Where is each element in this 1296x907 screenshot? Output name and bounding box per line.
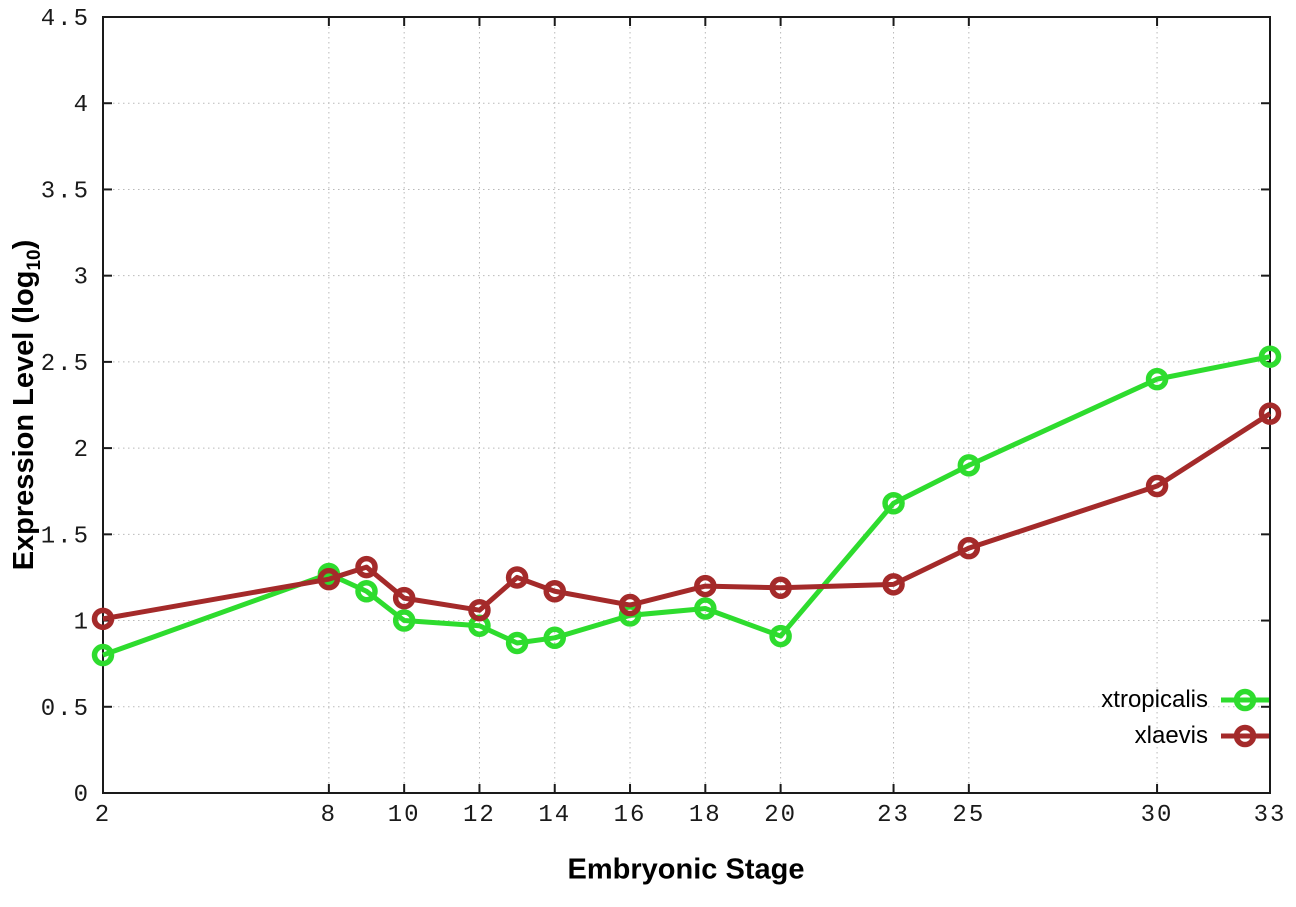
x-tick-label: 14 xyxy=(538,802,571,829)
legend-item-xlaevis: xlaevis xyxy=(1101,721,1270,751)
data-point-xlaevis xyxy=(468,598,491,622)
data-point-xlaevis xyxy=(694,574,717,598)
x-tick-label: 23 xyxy=(877,802,910,829)
y-axis-title-close: ) xyxy=(8,239,41,250)
x-axis-title: Embryonic Stage xyxy=(567,853,805,886)
data-point-xtropicalis xyxy=(392,609,416,632)
x-tick-label: 20 xyxy=(764,802,797,829)
y-axis-title: Expression Level (log10) xyxy=(8,240,46,571)
series-line-xlaevis xyxy=(102,411,1272,622)
y-tick-label: 4 xyxy=(74,92,90,119)
y-tick-label: 3.5 xyxy=(41,178,90,205)
data-point-xtropicalis xyxy=(543,626,566,650)
y-axis-title-subscript: 10 xyxy=(23,249,45,271)
y-tick-label: 3 xyxy=(74,265,90,292)
data-point-xlaevis xyxy=(355,555,378,579)
y-tick-label: 2 xyxy=(74,437,90,464)
legend-label-xtropicalis: xtropicalis xyxy=(1101,686,1208,713)
data-point-xlaevis xyxy=(618,593,642,617)
data-point-xtropicalis xyxy=(1258,345,1282,368)
data-point-xlaevis xyxy=(392,586,416,610)
data-point-xtropicalis xyxy=(957,454,981,477)
data-point-xlaevis xyxy=(317,567,341,591)
legend-item-xtropicalis: xtropicalis xyxy=(1101,685,1270,715)
x-tick-label: 30 xyxy=(1141,802,1174,829)
data-point-xtropicalis xyxy=(505,631,529,655)
data-point-xlaevis xyxy=(1145,474,1169,498)
data-point-xlaevis xyxy=(957,536,981,560)
y-tick-label: 0.5 xyxy=(41,696,90,723)
x-tick-label: 25 xyxy=(952,802,985,829)
x-tick-label: 33 xyxy=(1254,802,1287,829)
data-point-xtropicalis xyxy=(694,597,717,620)
data-point-xtropicalis xyxy=(882,492,905,515)
data-point-xtropicalis xyxy=(91,643,115,667)
x-tick-label: 18 xyxy=(689,802,722,829)
x-tick-label: 2 xyxy=(95,802,111,829)
data-point-xlaevis xyxy=(769,576,792,600)
data-point-xlaevis xyxy=(505,566,529,589)
y-tick-label: 4.5 xyxy=(41,6,90,33)
x-tick-label: 12 xyxy=(463,802,496,829)
x-tick-label: 16 xyxy=(614,802,647,829)
data-point-xlaevis xyxy=(1258,402,1282,425)
legend-marker-sample-xlaevis xyxy=(1221,724,1269,748)
y-tick-label: 1 xyxy=(74,610,90,637)
legend-marker-sample-xtropicalis xyxy=(1221,688,1269,712)
y-axis-title-text: Expression Level (log xyxy=(8,270,41,571)
legend-label-xlaevis: xlaevis xyxy=(1134,722,1208,749)
data-point-xtropicalis xyxy=(355,579,378,603)
y-tick-label: 2.5 xyxy=(41,351,90,378)
x-tick-label: 10 xyxy=(388,802,421,829)
data-point-xtropicalis xyxy=(769,624,792,648)
data-point-xtropicalis xyxy=(1145,367,1169,391)
data-point-xlaevis xyxy=(91,607,115,631)
data-point-xlaevis xyxy=(882,573,905,596)
y-tick-label: 1.5 xyxy=(41,523,90,550)
x-tick-label: 8 xyxy=(321,802,337,829)
data-point-xlaevis xyxy=(543,579,566,603)
legend: xtropicalis xlaevis xyxy=(1101,685,1270,757)
y-tick-label: 0 xyxy=(74,782,90,809)
